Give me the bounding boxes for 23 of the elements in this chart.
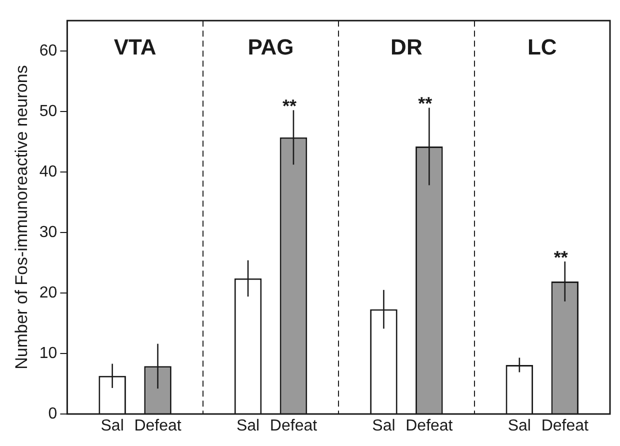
data-label: ** (554, 247, 568, 268)
data-label: ** (418, 94, 432, 114)
y-tick-label: 30 (39, 224, 58, 241)
x-tick-label: DR (390, 34, 422, 60)
series-label: Defeat (270, 417, 318, 434)
y-tick-label: 20 (39, 284, 58, 302)
text: Sal (508, 417, 531, 434)
x-tick-label: PAG (248, 34, 294, 60)
y-tick-label: 40 (39, 163, 58, 180)
data-label: ** (282, 96, 296, 116)
y-axis-title: Number of Fos-immunoreactive neurons (12, 65, 31, 370)
text: Defeat (134, 417, 182, 434)
text: Sal (372, 417, 396, 434)
y-tick-label: 50 (39, 102, 58, 120)
series-label: Sal (100, 417, 124, 434)
text: Defeat (406, 417, 453, 434)
text: Defeat (541, 417, 588, 434)
y-tick-label: 10 (39, 344, 58, 362)
x-tick-label: LC (527, 34, 557, 60)
x-tick-label: VTA (114, 34, 156, 60)
y-tick-label: 0 (48, 405, 58, 422)
text: Sal (236, 417, 260, 434)
y-tick-label: 60 (39, 42, 58, 60)
